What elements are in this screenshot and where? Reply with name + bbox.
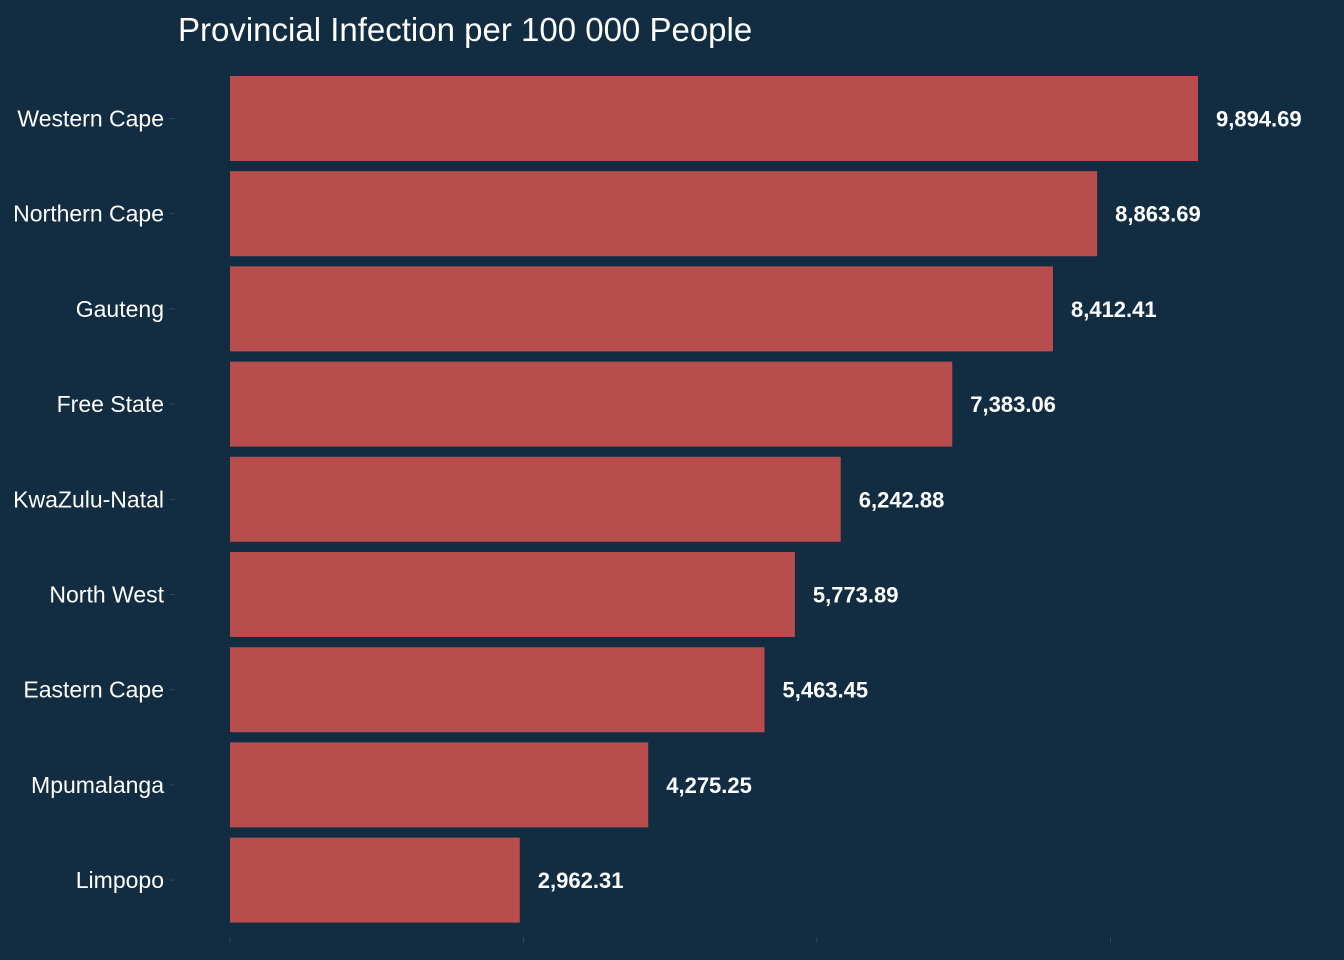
category-label: North West xyxy=(49,582,164,608)
labels-layer: Western Cape 9,894.69 Northern Cape 8,863.6… xyxy=(13,106,1302,894)
category-label: Limpopo xyxy=(76,867,164,893)
value-label: 5,773.89 xyxy=(813,583,899,608)
value-label: 8,412.41 xyxy=(1071,297,1157,322)
bar-free-state xyxy=(230,361,953,447)
value-label: 8,863.69 xyxy=(1115,202,1201,227)
category-label: Western Cape xyxy=(17,106,164,132)
value-label: 7,383.06 xyxy=(970,392,1056,417)
bar-mpumalanga xyxy=(230,742,649,828)
value-label: 5,463.45 xyxy=(782,678,868,703)
value-label: 9,894.69 xyxy=(1216,107,1302,132)
ticks-layer xyxy=(170,118,1111,943)
category-label: Northern Cape xyxy=(13,201,164,227)
value-label: 6,242.88 xyxy=(859,487,945,512)
chart-title: Provincial Infection per 100 000 People xyxy=(178,11,752,48)
category-label: Free State xyxy=(57,391,164,417)
value-label: 4,275.25 xyxy=(666,773,752,798)
bar-north-west xyxy=(230,552,795,637)
value-label: 2,962.31 xyxy=(538,868,624,893)
category-label: Eastern Cape xyxy=(23,677,164,703)
bar-limpopo xyxy=(230,837,520,923)
bar-gauteng xyxy=(230,266,1053,352)
bar-northern-cape xyxy=(230,171,1098,257)
category-label: Gauteng xyxy=(76,296,164,322)
category-label: KwaZulu-Natal xyxy=(13,486,164,512)
bars-layer xyxy=(230,76,1198,923)
bar-kwazulu-natal xyxy=(230,456,841,542)
category-label: Mpumalanga xyxy=(31,772,164,798)
bar-eastern-cape xyxy=(230,647,765,733)
bar-western-cape xyxy=(230,76,1198,161)
